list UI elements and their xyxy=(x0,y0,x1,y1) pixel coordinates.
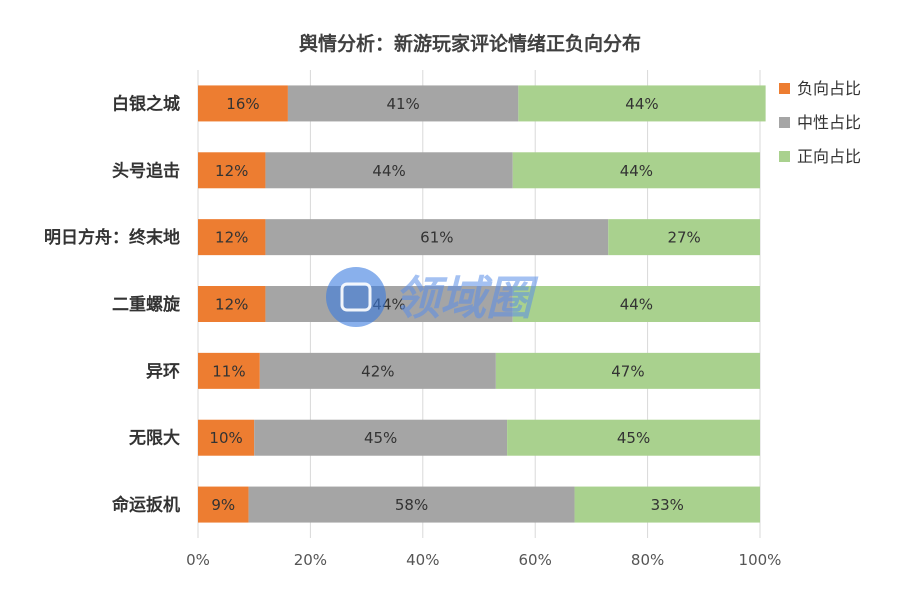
bar-segment xyxy=(265,152,513,189)
legend-swatch xyxy=(779,117,790,128)
bar-segment xyxy=(198,85,288,122)
data-label: 45% xyxy=(617,429,650,447)
bar-segment xyxy=(265,219,609,256)
data-label: 27% xyxy=(667,229,700,247)
data-label: 12% xyxy=(215,162,248,180)
bars-layer xyxy=(198,85,766,523)
labels-layer: 0% 20% 40% 60% 80% 100% 白银之城 16% 41% 44% 头号追击 12% 44… xyxy=(44,93,781,569)
chart-title: 舆情分析：新游玩家评论情绪正负向分布 xyxy=(299,32,641,55)
bar-segment xyxy=(198,486,249,523)
bar-segment xyxy=(512,286,760,322)
x-tick-label: 20% xyxy=(294,551,327,569)
bar-segment xyxy=(248,486,575,523)
x-tick-label: 100% xyxy=(739,551,782,569)
legend-label: 中性占比 xyxy=(797,113,861,132)
bar-segment xyxy=(198,352,260,389)
bar-segment xyxy=(198,286,266,322)
category-label: 异环 xyxy=(146,362,180,382)
x-tick-label: 0% xyxy=(186,551,210,569)
bar-segment xyxy=(254,419,508,456)
bar-segment xyxy=(198,219,266,256)
bar-segment xyxy=(512,152,760,189)
watermark-logo-mark xyxy=(340,282,372,312)
x-tick-label: 80% xyxy=(631,551,664,569)
category-label: 白银之城 xyxy=(112,93,180,114)
bar-segment xyxy=(518,85,766,122)
data-label: 12% xyxy=(215,229,248,247)
data-label: 44% xyxy=(625,95,658,113)
bar-segment xyxy=(608,219,760,256)
category-label: 二重螺旋 xyxy=(112,294,181,315)
data-label: 41% xyxy=(386,95,419,113)
bar-segment xyxy=(507,419,760,456)
legend-swatch xyxy=(779,151,790,162)
data-label: 10% xyxy=(209,429,242,447)
data-label: 45% xyxy=(364,429,397,447)
data-label: 16% xyxy=(226,95,259,113)
data-label: 61% xyxy=(420,229,453,247)
bar-segment xyxy=(259,352,496,389)
data-label: 58% xyxy=(395,496,428,514)
bar-segment xyxy=(495,352,760,389)
legend-label: 负向占比 xyxy=(797,79,861,98)
watermark-text: 领域圈 xyxy=(394,271,539,325)
data-label: 42% xyxy=(361,362,394,380)
category-label: 头号追击 xyxy=(112,160,180,181)
data-label: 47% xyxy=(611,362,644,380)
data-label: 9% xyxy=(211,496,235,514)
x-tick-label: 60% xyxy=(519,551,552,569)
bar-segment xyxy=(574,486,760,523)
data-label: 44% xyxy=(620,296,653,314)
bar-segment xyxy=(198,419,255,456)
category-label: 明日方舟：终末地 xyxy=(44,227,180,248)
watermark: 领域圈 xyxy=(326,267,539,327)
legend-label: 正向占比 xyxy=(797,147,861,166)
data-label: 33% xyxy=(651,496,684,514)
category-label: 无限大 xyxy=(128,428,180,449)
bar-segment xyxy=(287,85,519,122)
bar-segment xyxy=(265,286,513,322)
category-label: 命运扳机 xyxy=(111,495,180,516)
data-label: 44% xyxy=(620,162,653,180)
legend-swatch xyxy=(779,83,790,94)
x-tick-label: 40% xyxy=(406,551,439,569)
data-label: 12% xyxy=(215,296,248,314)
data-label: 11% xyxy=(212,362,245,380)
bar-segment xyxy=(198,152,266,189)
watermark-logo-icon xyxy=(326,267,386,327)
data-label: 44% xyxy=(372,162,405,180)
